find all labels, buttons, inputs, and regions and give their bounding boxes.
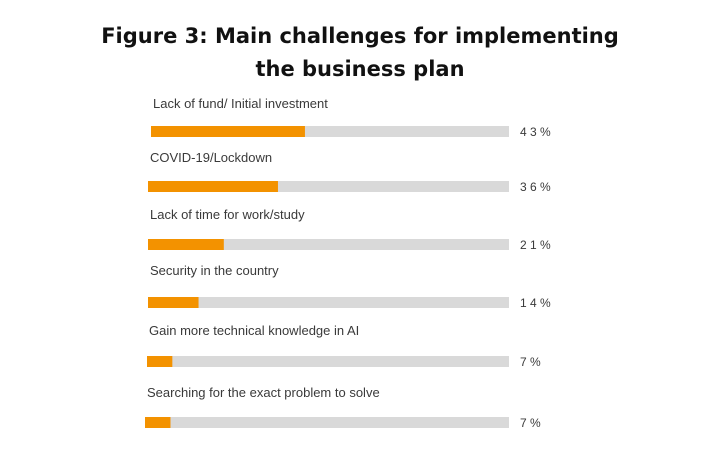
bar-track <box>147 356 509 367</box>
value-label: 3 6 % <box>520 180 551 194</box>
value-label: 1 4 % <box>520 296 551 310</box>
bar <box>148 297 199 308</box>
bar-track <box>148 239 509 250</box>
category-label: Lack of fund/ Initial investment <box>153 96 328 111</box>
value-label: 4 3 % <box>520 125 551 139</box>
bar <box>148 239 224 250</box>
bar-track <box>151 126 509 137</box>
bar-track <box>145 417 509 428</box>
chart-title: Figure 3: Main challenges for implementi… <box>0 20 720 86</box>
bar <box>147 356 173 367</box>
chart-title-line-2: the business plan <box>255 57 465 81</box>
category-label: Lack of time for work/study <box>150 207 305 222</box>
chart-title-line-1: Figure 3: Main challenges for implementi… <box>101 24 619 48</box>
bar-track <box>148 297 509 308</box>
category-label: COVID-19/Lockdown <box>150 150 272 165</box>
bar <box>148 181 278 192</box>
value-label: 7 % <box>520 355 541 369</box>
bar-track <box>148 181 509 192</box>
category-label: Searching for the exact problem to solve <box>147 385 380 400</box>
category-label: Gain more technical knowledge in AI <box>149 323 359 338</box>
bar <box>145 417 171 428</box>
category-label: Security in the country <box>150 263 279 278</box>
bar <box>151 126 305 137</box>
value-label: 7 % <box>520 416 541 430</box>
value-label: 2 1 % <box>520 238 551 252</box>
